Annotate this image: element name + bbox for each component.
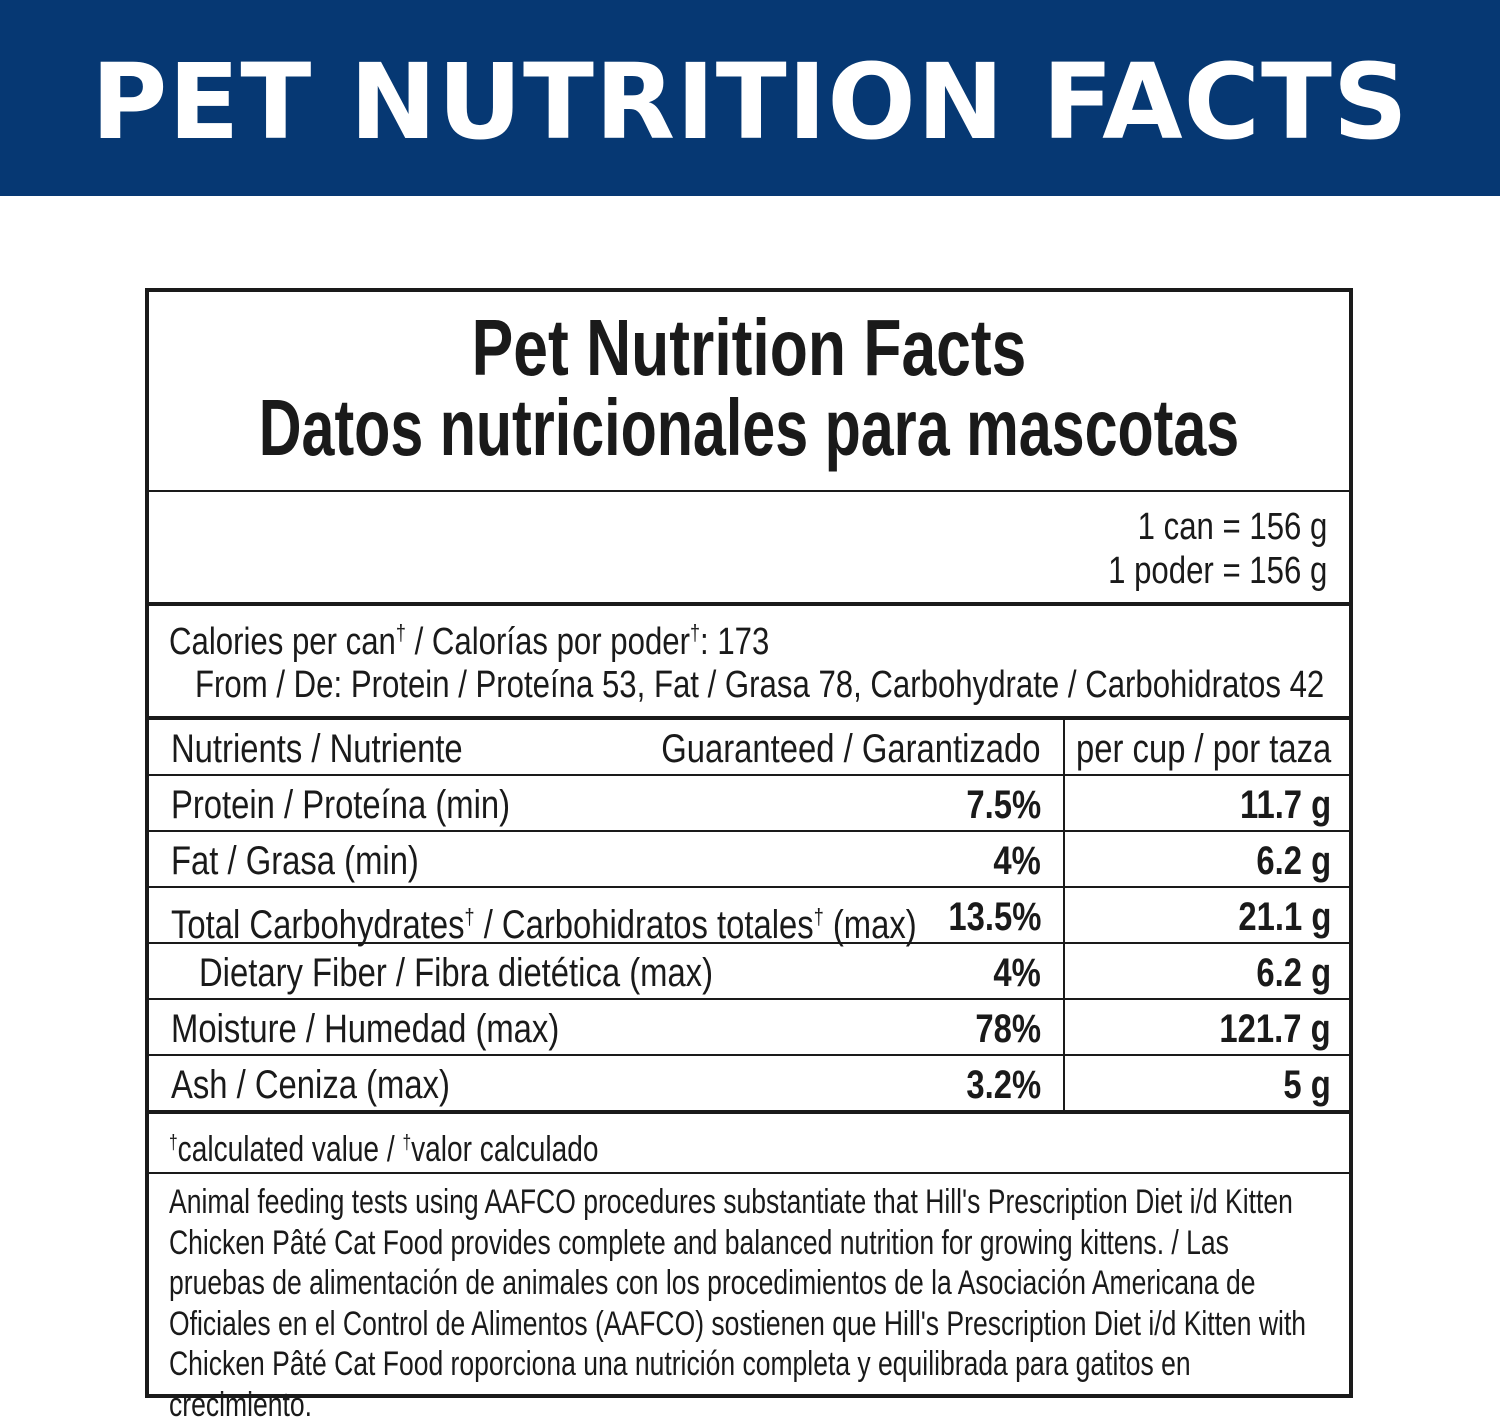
panel-title-es: Datos nutricionales para mascotas	[258, 383, 1240, 472]
banner-title: PET NUTRITION FACTS	[91, 41, 1409, 163]
table-row: Protein / Proteína (min) 7.5% 11.7 g	[149, 776, 1349, 832]
aafco-statement: Animal feeding tests using AAFCO procedu…	[169, 1183, 1307, 1424]
nutrient-name-part: / Carbohidratos totales	[474, 903, 814, 947]
header-banner: PET NUTRITION FACTS	[0, 0, 1500, 196]
nutrient-name: Ash / Ceniza (max)	[171, 1063, 450, 1107]
table-row: Ash / Ceniza (max) 3.2% 5 g	[149, 1056, 1349, 1114]
table-row: Total Carbohydrates† / Carbohidratos tot…	[149, 888, 1349, 947]
nutrient-name: Dietary Fiber / Fibra dietética (max)	[199, 951, 714, 995]
guaranteed-value: 3.2%	[966, 1063, 1041, 1107]
guaranteed-value: 4%	[993, 951, 1041, 995]
table-row: Dietary Fiber / Fibra dietética (max) 4%…	[149, 944, 1349, 1000]
serving-line-en: 1 can = 156 g	[1137, 506, 1327, 548]
nutrition-facts-panel: Pet Nutrition Facts Datos nutricionales …	[145, 288, 1353, 1424]
calories-section: Calories per can† / Calorías por poder†:…	[149, 606, 1349, 720]
nutrient-name: Moisture / Humedad (max)	[171, 1007, 560, 1051]
calories-value: : 173	[700, 621, 770, 663]
panel-title-section: Pet Nutrition Facts Datos nutricionales …	[149, 292, 1349, 492]
dagger-mark: †	[464, 904, 475, 929]
calories-line: Calories per can† / Calorías por poder†:…	[169, 620, 769, 664]
calories-label-en: Calories per can	[169, 621, 396, 663]
nutrient-name-part: Total Carbohydrates	[171, 903, 465, 947]
table-row: Moisture / Humedad (max) 78% 121.7 g	[149, 1000, 1349, 1056]
serving-size-section: 1 can = 156 g 1 poder = 156 g	[149, 492, 1349, 606]
nutrient-name: Total Carbohydrates† / Carbohidratos tot…	[171, 888, 917, 947]
guaranteed-value: 4%	[993, 839, 1041, 883]
dagger-mark: †	[169, 1132, 178, 1154]
per-cup-value: 5 g	[1283, 1063, 1331, 1107]
table-row: Fat / Grasa (min) 4% 6.2 g	[149, 832, 1349, 888]
dagger-mark: †	[402, 1132, 412, 1154]
footnote-es: valor calculado	[411, 1128, 599, 1169]
guaranteed-value: 78%	[975, 1007, 1041, 1051]
nutrient-name-part: (max)	[823, 903, 917, 947]
column-divider	[1063, 720, 1065, 1114]
serving-line-es: 1 poder = 156 g	[1107, 550, 1327, 592]
dagger-mark: †	[395, 620, 406, 645]
dagger-mark: †	[689, 620, 701, 645]
guaranteed-value: 7.5%	[966, 783, 1041, 827]
dagger-mark: †	[813, 904, 824, 929]
nutrient-name: Fat / Grasa (min)	[171, 839, 419, 883]
nutrient-name: Protein / Proteína (min)	[171, 783, 511, 827]
guaranteed-value: 13.5%	[947, 895, 1041, 939]
per-cup-value: 6.2 g	[1256, 839, 1331, 883]
per-cup-value: 11.7 g	[1239, 783, 1331, 827]
per-cup-value: 21.1 g	[1238, 895, 1331, 939]
header-per-cup: per cup / por taza	[1075, 727, 1331, 771]
header-nutrient: Nutrients / Nutriente	[171, 727, 463, 771]
panel-title-en: Pet Nutrition Facts	[471, 303, 1027, 392]
calories-label-es: / Calorías por poder	[405, 621, 690, 663]
footnote-section: †calculated value / †valor calculado	[149, 1114, 1349, 1174]
table-header-row: Nutrients / Nutriente Guaranteed / Garan…	[149, 720, 1349, 776]
per-cup-value: 6.2 g	[1256, 951, 1331, 995]
footnote-en: calculated value /	[177, 1128, 403, 1169]
footnote-text: †calculated value / †valor calculado	[169, 1120, 598, 1172]
header-guaranteed: Guaranteed / Garantizado	[661, 727, 1041, 771]
per-cup-value: 121.7 g	[1219, 1007, 1331, 1051]
calories-from-line: From / De: Protein / Proteína 53, Fat / …	[195, 664, 1325, 706]
